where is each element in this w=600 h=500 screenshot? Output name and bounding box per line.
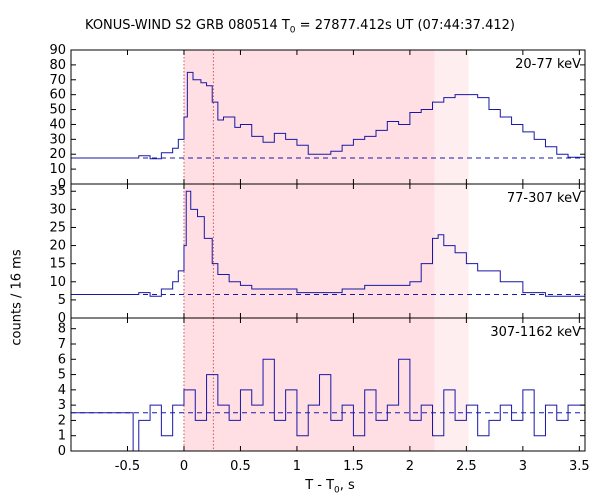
y-tick-label: 10 [49, 275, 66, 290]
shaded-interval-2 [434, 50, 469, 184]
y-tick-label: 60 [49, 88, 66, 103]
y-tick-label: 30 [49, 202, 66, 217]
shaded-interval-1 [183, 318, 435, 451]
panel-energy-label: 20-77 keV [515, 57, 581, 72]
y-tick-label: 30 [49, 132, 66, 147]
y-tick-label: 10 [49, 162, 66, 177]
x-axis-label: T - T0, s [305, 478, 355, 496]
series-line [71, 358, 586, 452]
chart-title: KONUS-WIND S2 GRB 080514 T0 = 27877.412s… [85, 18, 515, 36]
y-tick-label: 80 [49, 58, 66, 73]
panel-energy-label: 77-307 keV [507, 191, 581, 206]
y-tick-label: 20 [49, 239, 66, 254]
y-tick-label: 0 [58, 444, 66, 459]
shaded-interval-1 [183, 184, 435, 318]
panel-frame [70, 317, 586, 452]
x-tick-label: 2.5 [456, 459, 477, 474]
y-tick-label: 20 [49, 147, 66, 162]
panel-energy-label: 307-1162 keV [490, 325, 581, 340]
y-tick-label: 25 [49, 220, 66, 235]
x-tick-label: 0.5 [230, 459, 251, 474]
shaded-interval-2 [434, 184, 469, 318]
x-tick-label: 3.5 [569, 459, 590, 474]
y-tick-label: 5 [58, 368, 66, 383]
y-tick-label: 5 [58, 293, 66, 308]
y-tick-label: 70 [49, 73, 66, 88]
y-tick-label: 0 [58, 177, 66, 192]
x-tick-label: 0 [180, 459, 188, 474]
shaded-interval-1 [183, 50, 435, 184]
y-tick-label: 1 [58, 429, 66, 444]
y-tick-label: 15 [49, 257, 66, 272]
y-tick-label: 50 [49, 103, 66, 118]
x-tick-label: 3 [519, 459, 527, 474]
series-line [71, 71, 586, 162]
x-tick-label: -0.5 [115, 459, 140, 474]
y-tick-label: 40 [49, 117, 66, 132]
x-tick-label: 1.5 [343, 459, 364, 474]
y-tick-label: 0 [58, 311, 66, 326]
y-tick-label: 90 [49, 43, 66, 58]
y-tick-label: 6 [58, 352, 66, 367]
y-tick-label: 2 [58, 413, 66, 428]
y-tick-label: 35 [49, 184, 66, 199]
y-tick-label: 3 [58, 398, 66, 413]
shaded-interval-2 [434, 318, 469, 451]
y-tick-label: 7 [58, 337, 66, 352]
x-tick-label: 2 [406, 459, 414, 474]
y-tick-label: 4 [58, 383, 66, 398]
series-line [71, 190, 586, 300]
y-tick-label: 8 [58, 322, 66, 337]
x-tick-label: 1 [293, 459, 301, 474]
